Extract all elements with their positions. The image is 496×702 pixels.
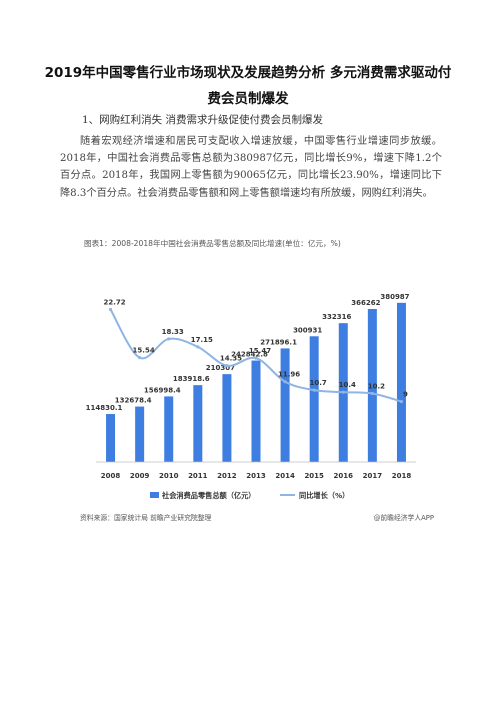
growth-value-label: 15.54 — [133, 347, 155, 355]
growth-value-label: 18.33 — [162, 328, 184, 336]
growth-point-2017 — [370, 391, 374, 396]
growth-value-label: 9 — [403, 391, 408, 399]
growth-value-label: 22.72 — [103, 298, 125, 306]
x-tick-label: 2015 — [304, 472, 324, 480]
growth-point-2015 — [312, 388, 316, 392]
legend-swatch-bar — [150, 492, 159, 498]
growth-value-label: 15.47 — [249, 347, 271, 355]
growth-point-2009 — [138, 356, 142, 360]
chart-legend: 社会消费品零售总额（亿元） 同比增长（%） — [150, 491, 349, 500]
growth-point-2011 — [196, 345, 200, 349]
growth-value-label: 11.96 — [278, 371, 300, 379]
bar-value-label: 332316 — [322, 313, 351, 321]
x-tick-label: 2008 — [101, 472, 121, 480]
growth-point-2016 — [341, 390, 345, 394]
bar-2011 — [193, 385, 203, 462]
bar-value-label: 271896.1 — [260, 338, 297, 346]
x-tick-label: 2014 — [275, 472, 295, 480]
x-tick-label: 2013 — [246, 472, 266, 480]
x-tick-label: 2018 — [392, 472, 412, 480]
growth-value-label: 10.2 — [368, 383, 385, 391]
bar-value-label: 114830.1 — [86, 404, 123, 412]
legend-label-bar: 社会消费品零售总额（亿元） — [161, 491, 255, 500]
figure-caption: 图表1：2008-2018年中国社会消费品零售总额及同比增速(单位：亿元，%) — [84, 239, 341, 248]
growth-value-label: 14.35 — [220, 355, 242, 363]
bar-value-label: 366262 — [351, 299, 380, 307]
x-tick-label: 2012 — [217, 472, 237, 480]
x-tick-label: 2017 — [363, 472, 383, 480]
bar-2015 — [309, 336, 319, 462]
x-tick-label: 2016 — [334, 472, 354, 480]
x-tick-label: 2010 — [159, 472, 179, 480]
bar-2013 — [251, 360, 261, 462]
bar-2018 — [396, 302, 406, 462]
bar-2012 — [222, 374, 232, 462]
growth-value-label: 17.15 — [191, 336, 213, 344]
bar-2017 — [367, 308, 377, 462]
bar-value-label: 132678.4 — [115, 397, 152, 405]
growth-point-2018 — [399, 399, 404, 404]
growth-point-2010 — [167, 337, 171, 341]
growth-value-label: 10.7 — [310, 379, 327, 387]
x-tick-label: 2009 — [130, 472, 150, 480]
legend-label-line: 同比增长（%） — [299, 491, 349, 500]
growth-point-2013 — [254, 356, 258, 360]
source-note: 资料来源：国家统计局 前瞻产业研究院整理 — [80, 514, 212, 522]
line-layer: 22.72 15.54 18.33 17.15 14.35 15.47 11.96 10.7 1… — [103, 298, 408, 404]
x-axis: 2008 2009 2010 2011 2012 2013 2014 2015 2016 2017… — [96, 461, 416, 480]
bar-value-label: 183918.6 — [173, 375, 210, 383]
growth-point-2014 — [283, 380, 287, 384]
growth-point-2008 — [108, 307, 113, 312]
bar-value-label: 156998.4 — [144, 386, 181, 394]
bar-2010 — [164, 396, 174, 462]
x-tick-label: 2011 — [188, 472, 208, 480]
body-paragraph: 随着宏观经济增速和居民可支配收入增速放缓，中国零售行业增速同步放缓。2018年，… — [60, 136, 442, 199]
growth-point-2012 — [225, 364, 229, 368]
growth-value-label: 10.4 — [339, 381, 356, 389]
section-heading: 1、网购红利消失 消费需求升级促使付费会员制爆发 — [82, 114, 324, 126]
bar-2009 — [135, 406, 145, 462]
bar-value-label: 210307 — [206, 364, 235, 372]
app-credit: @前瞻经济学人APP — [373, 514, 434, 522]
bar-2008 — [106, 414, 116, 462]
bar-value-label: 242842.8 — [231, 351, 268, 359]
bar-2014 — [280, 348, 290, 462]
bar-value-label: 380987 — [380, 293, 409, 301]
page-title: 2019年中国零售行业市场现状及发展趋势分析 多元消费需求驱动付费会员制爆发 — [44, 65, 452, 107]
bar-value-label: 300931 — [293, 326, 322, 334]
